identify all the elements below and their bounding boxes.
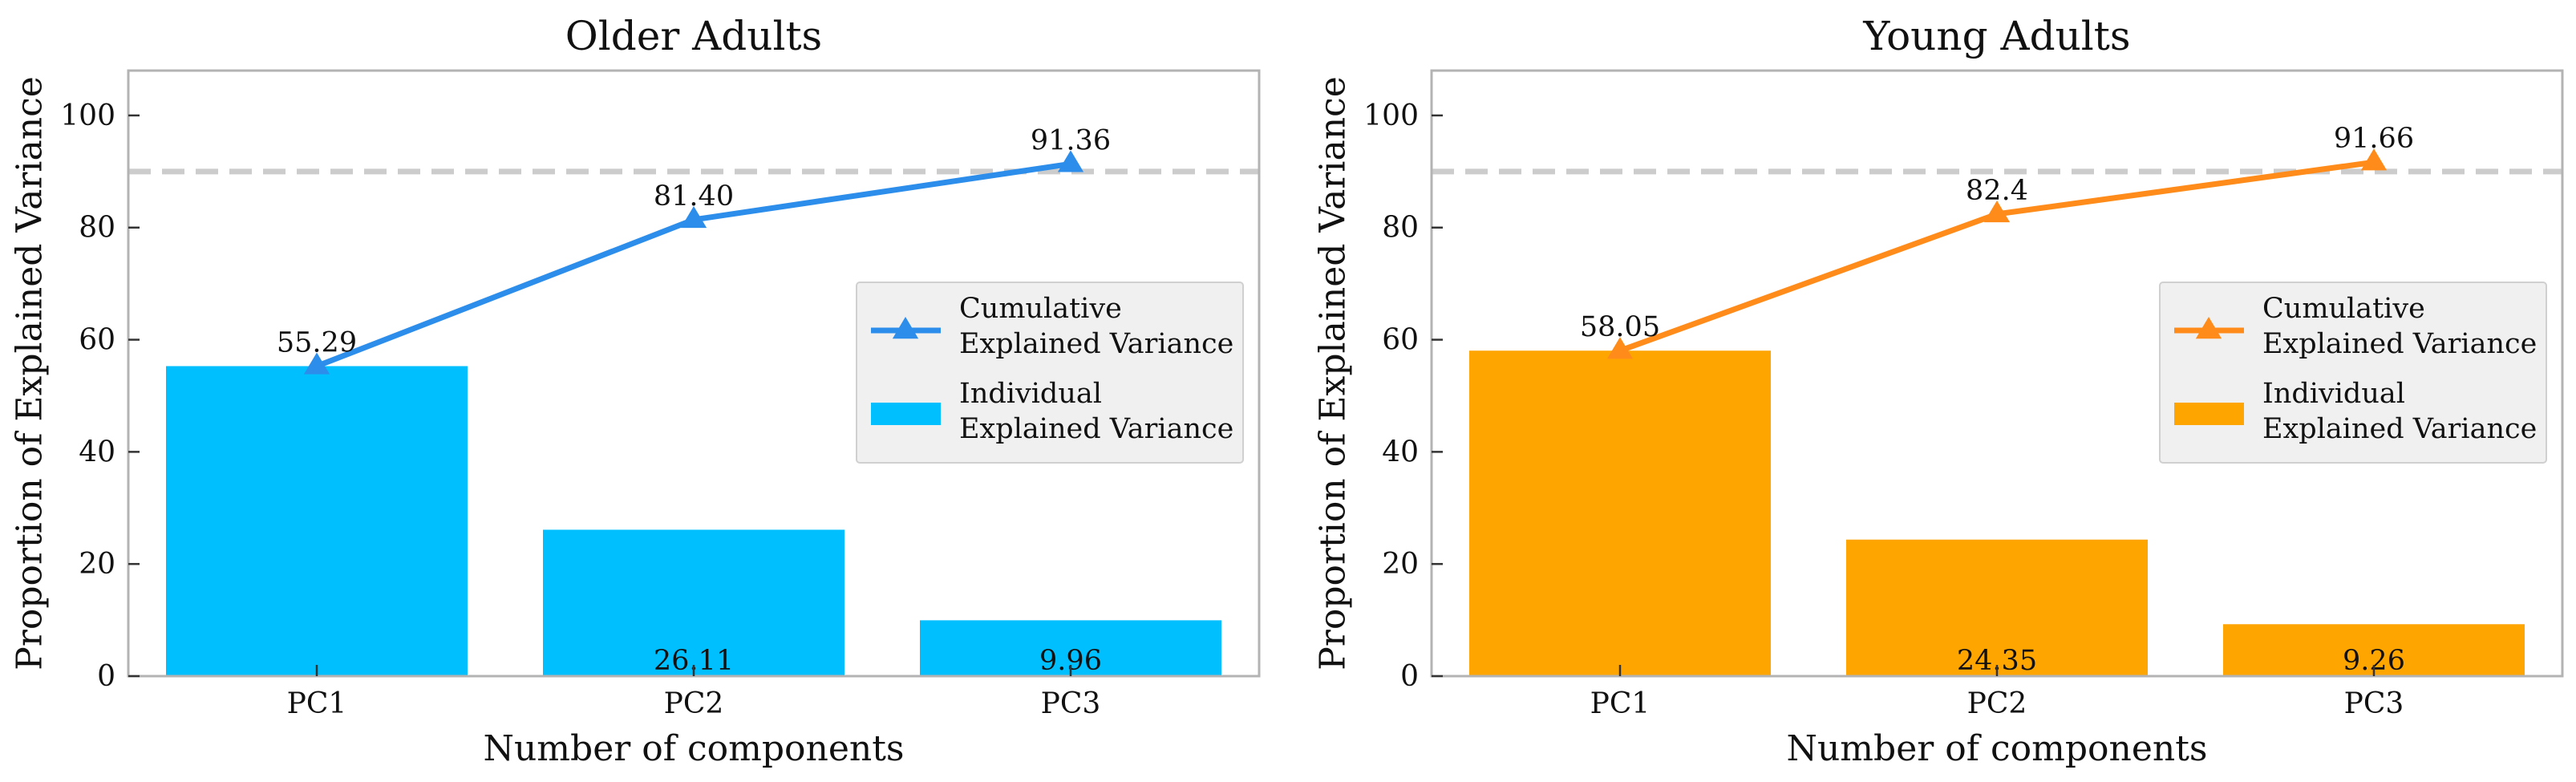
legend-bar-swatch <box>2174 403 2244 425</box>
x-tick-label: PC3 <box>1041 687 1101 720</box>
y-tick-label: 60 <box>1382 324 1419 357</box>
legend-label-individual: Explained Variance <box>2262 413 2537 445</box>
data-label-cumulative: 55.29 <box>277 326 357 359</box>
y-tick-label: 20 <box>79 548 115 581</box>
x-axis-label: Number of components <box>1786 728 2207 769</box>
bar-pc1 <box>166 366 468 676</box>
legend-label-cumulative: Explained Variance <box>2262 328 2537 360</box>
data-label-cumulative: 91.36 <box>1031 124 1111 156</box>
cumulative-marker-pc2 <box>680 205 707 229</box>
legend-label-individual: Individual <box>959 378 1102 410</box>
data-label-cumulative: 82.4 <box>1966 175 2028 207</box>
legend-box <box>2159 282 2547 464</box>
data-label-cumulative: 58.05 <box>1580 311 1660 343</box>
cumulative-marker-pc1 <box>303 352 330 375</box>
y-tick-label: 100 <box>60 99 115 132</box>
y-tick-label: 80 <box>79 212 115 245</box>
y-tick-label: 80 <box>1382 212 1419 245</box>
chart-title: Older Adults <box>565 13 822 59</box>
y-tick-label: 100 <box>1363 99 1419 132</box>
y-axis-label: Proportion of Explained Variance <box>1313 76 1354 670</box>
y-tick-label: 0 <box>1400 660 1419 693</box>
y-tick-label: 20 <box>1382 548 1419 581</box>
legend-label-cumulative: Cumulative <box>959 293 1122 325</box>
cumulative-marker-pc1 <box>1606 337 1634 359</box>
data-label-cumulative: 81.40 <box>654 180 734 213</box>
bar-pc1 <box>1469 350 1771 676</box>
y-tick-label: 40 <box>1382 436 1419 468</box>
x-axis-label: Number of components <box>483 728 904 769</box>
chart-title: Young Adults <box>1862 13 2130 59</box>
legend-label-cumulative: Explained Variance <box>959 328 1233 360</box>
legend-marker-swatch <box>892 317 919 339</box>
data-label-cumulative: 91.66 <box>2334 123 2414 155</box>
legend-label-cumulative: Cumulative <box>2262 293 2425 325</box>
cumulative-marker-pc3 <box>1057 150 1084 172</box>
y-tick-label: 0 <box>97 660 115 693</box>
cumulative-marker-pc2 <box>1983 200 2011 223</box>
y-axis-label: Proportion of Explained Variance <box>10 76 51 670</box>
bar-pc2 <box>543 529 844 676</box>
legend-label-individual: Individual <box>2262 378 2405 410</box>
legend-marker-swatch <box>2195 317 2222 339</box>
y-tick-label: 60 <box>79 324 115 357</box>
legend-bar-swatch <box>871 403 941 425</box>
bar-pc2 <box>1846 539 2148 676</box>
x-tick-label: PC1 <box>287 687 347 720</box>
cumulative-marker-pc3 <box>2360 148 2388 171</box>
x-tick-label: PC2 <box>1967 687 2027 720</box>
legend-label-individual: Explained Variance <box>959 413 1233 445</box>
legend-box <box>856 282 1244 464</box>
x-tick-label: PC2 <box>664 687 724 720</box>
x-tick-label: PC3 <box>2344 687 2404 720</box>
x-tick-label: PC1 <box>1590 687 1651 720</box>
y-tick-label: 40 <box>79 436 115 468</box>
